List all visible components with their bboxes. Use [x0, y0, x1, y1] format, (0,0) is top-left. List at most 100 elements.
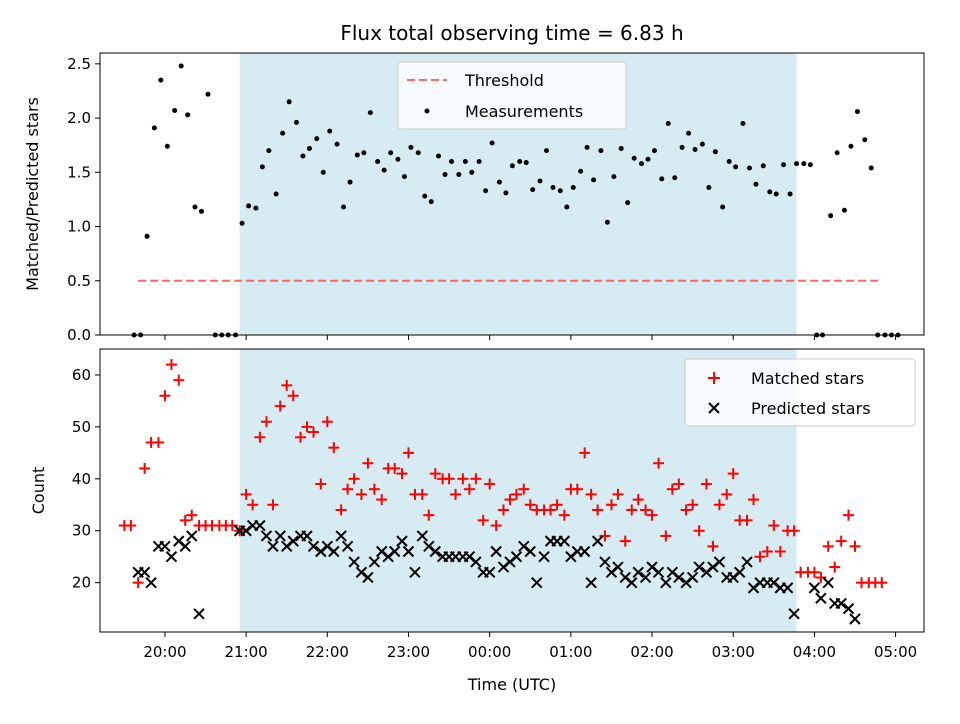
predicted-star-point [673, 571, 685, 584]
matched-star-point [429, 468, 441, 480]
measurement-point [665, 121, 671, 126]
measurement-point [712, 149, 718, 155]
measurement-point [367, 110, 373, 116]
bottom-legend: Matched stars Predicted stars [684, 358, 916, 427]
matched-star-point [707, 540, 719, 552]
measurement-point [753, 181, 759, 187]
measurement-point [537, 178, 543, 184]
predicted-star-point [652, 566, 665, 578]
measurement-point [807, 162, 813, 168]
measurement-point [185, 112, 191, 118]
matched-stars-points [118, 359, 888, 589]
legend-predicted-label: Predicted stars [751, 399, 871, 418]
top-legend: Threshold Measurements [397, 61, 627, 130]
predicted-stars-points [132, 519, 861, 625]
matched-star-point [463, 483, 475, 495]
matched-star-point [260, 416, 272, 428]
matched-star-point [754, 551, 766, 563]
measurement-point [449, 158, 455, 164]
matched-star-point [721, 488, 733, 500]
matched-star-point [226, 520, 238, 532]
chart-title: Flux total observing time = 6.83 h [340, 21, 683, 45]
top-y-axis-label: Matched/Predicted stars [23, 97, 42, 291]
matched-star-point [822, 540, 834, 552]
predicted-star-point [713, 556, 726, 568]
top-y-tick-label: 2.5 [67, 55, 91, 73]
measurement-point [428, 199, 434, 205]
matched-star-point [396, 468, 408, 480]
legend-matched-swatch [708, 372, 720, 384]
predicted-star-point [632, 566, 644, 578]
matched-star-point [165, 359, 177, 371]
measurement-point [469, 169, 475, 175]
measurement-point [401, 174, 407, 180]
top-y-tick-label: 2.0 [67, 109, 91, 127]
predicted-star-point [409, 566, 421, 578]
matched-star-point [727, 468, 739, 480]
measurement-point [375, 158, 381, 164]
predicted-star-point [835, 597, 847, 610]
predicted-star-point [693, 561, 705, 573]
measurement-point [645, 156, 651, 162]
measurement-point [544, 148, 550, 154]
top-x-ticks [164, 335, 897, 340]
measurement-point [158, 77, 164, 83]
matched-star-point [713, 499, 725, 511]
x-tick-label: 03:00 [712, 643, 755, 661]
predicted-star-point [138, 566, 151, 578]
predicted-star-point [348, 556, 360, 568]
matched-star-point [240, 488, 252, 500]
measurement-points [131, 63, 901, 338]
x-axis-label: Time (UTC) [467, 675, 556, 694]
measurement-point [659, 176, 665, 182]
matched-star-point [545, 504, 557, 516]
matched-star-point [653, 457, 665, 469]
measurement-point [280, 130, 286, 136]
measurement-point [557, 188, 563, 194]
measurement-point [253, 205, 259, 211]
measurement-point [598, 148, 604, 154]
matched-star-point [768, 520, 780, 532]
measurement-point [483, 188, 489, 194]
matched-star-point [687, 499, 699, 511]
matched-star-point [443, 473, 455, 485]
matched-star-point [592, 504, 604, 516]
matched-star-point [551, 499, 563, 511]
measurement-point [564, 204, 570, 210]
measurement-point [415, 150, 421, 156]
x-tick-label: 20:00 [143, 643, 186, 661]
matched-star-point [287, 390, 299, 402]
measurement-point [801, 161, 807, 167]
measurement-point [239, 220, 245, 226]
top-y-ticks: 0.0 0.5 1.0 1.5 2.0 2.5 [67, 55, 100, 344]
measurement-point [300, 153, 306, 159]
predicted-star-point [341, 540, 354, 553]
matched-star-point [788, 525, 800, 537]
measurement-point [638, 161, 644, 167]
matched-star-point [510, 488, 522, 500]
matched-star-point [368, 483, 380, 495]
matched-star-point [829, 561, 841, 573]
measurement-point [496, 179, 502, 185]
predicted-star-point [368, 556, 381, 568]
matched-star-point [849, 540, 861, 552]
matched-star-point [132, 577, 144, 589]
bottom-y-tick-label: 60 [72, 366, 91, 384]
measurement-point [192, 204, 198, 210]
predicted-star-point [193, 608, 205, 620]
measurement-point [651, 148, 657, 154]
bottom-plot-frame [99, 348, 925, 633]
matched-star-point [741, 514, 753, 526]
measurement-point [787, 191, 793, 197]
measurement-point [591, 177, 597, 183]
predicted-star-point [274, 530, 286, 542]
measurement-point [746, 165, 752, 171]
predicted-star-point [287, 535, 299, 547]
matched-star-point [518, 483, 530, 495]
matched-star-point [585, 488, 597, 500]
predicted-star-point [402, 545, 415, 558]
matched-star-point [179, 514, 191, 526]
predicted-star-point [741, 556, 753, 568]
matched-star-point [342, 483, 354, 495]
